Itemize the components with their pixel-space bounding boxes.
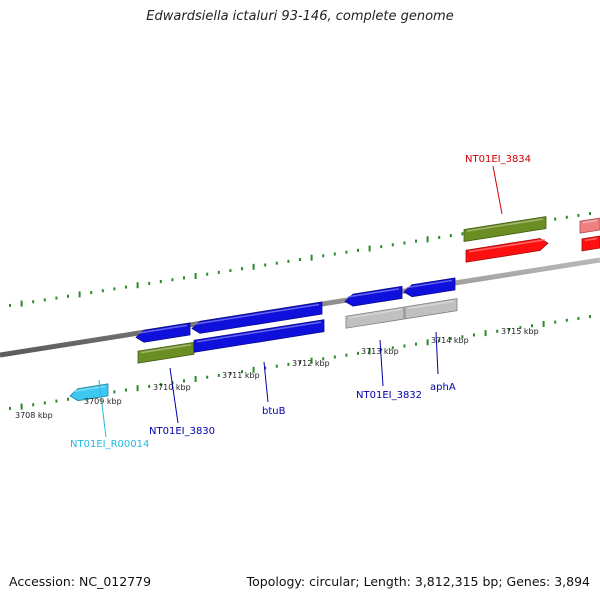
leader-line [379,339,384,387]
leader-line [492,165,503,215]
feature-track [69,216,600,402]
feature-grey-aphA[interactable] [404,298,458,320]
gene-label-NT01EI_R00014[interactable]: NT01EI_R00014 [70,379,149,450]
gene-name[interactable]: NT01EI_3834 [465,154,531,165]
scale-label: 3708 kbp [15,411,53,420]
leader-line [169,367,179,424]
gene-name[interactable]: aphA [430,382,456,393]
gene-name[interactable]: btuB [262,406,286,417]
scale-label: 3710 kbp [153,383,191,392]
map-title: Edwardsiella ictaluri 93-146, complete g… [146,9,454,24]
cds-btuB[interactable] [193,319,325,353]
scale-label: 3712 kbp [292,359,330,368]
gene-arrow-NT01EI_3834[interactable] [465,238,549,263]
cds-NT01EI_3830[interactable] [137,341,195,364]
gene-label-NT01EI_3834[interactable]: NT01EI_3834 [465,154,531,215]
feature-grey-NT01EI_3832[interactable] [345,306,405,329]
gene-arrow-red-right[interactable] [581,235,600,252]
gene-arrow-NT01EI_3830[interactable] [135,322,191,343]
leader-line [263,361,269,403]
scale-label: 3715 kbp [501,327,539,336]
leader-line [435,331,439,375]
gene-arrow-aphA-top[interactable] [403,277,456,298]
scale-label: 3713 kbp [361,347,399,356]
gene-label-btuB[interactable]: btuB [262,361,286,417]
gene-name[interactable]: NT01EI_3830 [149,426,215,437]
gene-name[interactable]: NT01EI_3832 [356,390,422,401]
gene-label-aphA[interactable]: aphA [430,331,456,393]
gene-name[interactable]: NT01EI_R00014 [70,439,149,450]
scale-label: 3714 kbp [431,336,469,345]
gene-label-NT01EI_3832[interactable]: NT01EI_3832 [356,339,422,401]
gene-arrow-btuB[interactable] [191,301,323,334]
gene-arrow-NT01EI_3832-top[interactable] [344,285,403,307]
gene-label-NT01EI_3830[interactable]: NT01EI_3830 [149,367,215,437]
scale-label: 3709 kbp [84,397,122,406]
leader-line [98,379,107,438]
scale-labels: 3708 kbp 3709 kbp 3710 kbp 3711 kbp 3712 kbp… [15,327,539,420]
scale-label: 3711 kbp [222,371,260,380]
cds-NT01EI_3834[interactable] [463,216,547,243]
accession-text: Accession: NC_012779 [9,574,152,589]
gene-arrow-pink[interactable] [579,217,600,234]
genome-summary: Topology: circular; Length: 3,812,315 bp… [246,574,590,589]
